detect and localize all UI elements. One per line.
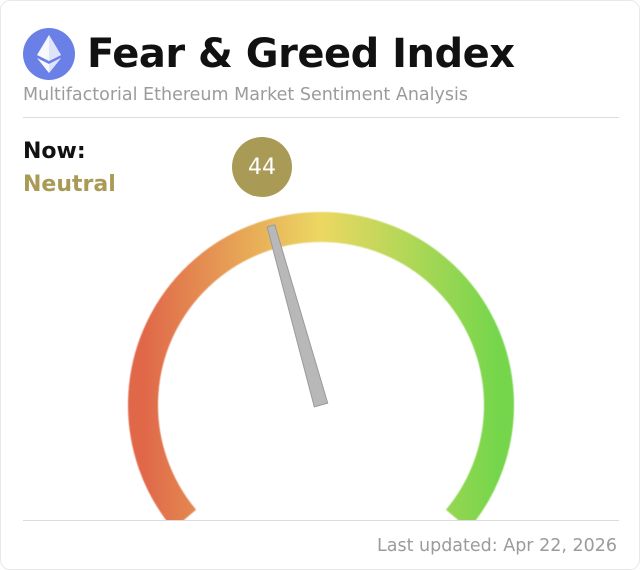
- now-label: Now:: [23, 139, 86, 164]
- value-badge: 44: [232, 137, 292, 197]
- page-subtitle: Multifactorial Ethereum Market Sentiment…: [23, 85, 468, 105]
- gauge-needle: [266, 224, 329, 408]
- bottom-divider: [23, 520, 619, 521]
- ethereum-icon: [23, 28, 75, 80]
- sentiment-label: Neutral: [23, 172, 116, 197]
- sentiment-gauge: [128, 212, 514, 521]
- header: Fear & Greed Index: [23, 27, 515, 81]
- last-updated-text: Last updated: Apr 22, 2026: [376, 536, 617, 556]
- top-divider: [23, 117, 619, 118]
- gauge-arc: [128, 212, 514, 521]
- page-title: Fear & Greed Index: [87, 31, 515, 77]
